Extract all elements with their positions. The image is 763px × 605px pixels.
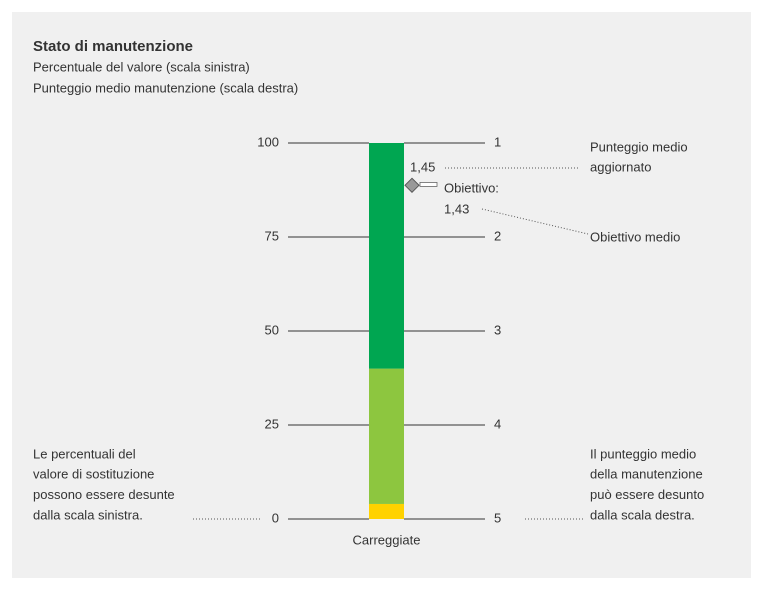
chart-title: Stato di manutenzione	[33, 38, 193, 55]
right-note: della manutenzione	[590, 467, 703, 482]
left-note: Le percentuali del	[33, 446, 136, 461]
x-tick-label: Carreggiate	[353, 532, 421, 547]
target-prefix: Obiettivo:	[444, 180, 499, 195]
y2-tick-label: 5	[494, 510, 501, 525]
bar-segment	[369, 503, 404, 519]
target-marker	[419, 182, 438, 187]
y2-tick-label: 3	[494, 322, 501, 337]
leader	[481, 208, 589, 235]
right-note: dalla scala destra.	[590, 507, 695, 522]
subtitle: Punteggio medio manutenzione (scala dest…	[33, 80, 298, 95]
y-tick-label: 75	[265, 228, 279, 243]
target-label: 1,43	[444, 201, 469, 216]
bar-segment	[369, 368, 404, 504]
bar-segment	[369, 143, 404, 369]
right-note: Il punteggio medio	[590, 446, 696, 461]
y-tick-label: 25	[265, 416, 279, 431]
y2-tick-label: 2	[494, 228, 501, 243]
score-label: 1,45	[410, 159, 435, 174]
subtitle: Percentuale del valore (scala sinistra)	[33, 59, 250, 74]
y2-tick-label: 4	[494, 416, 501, 431]
score-marker	[404, 177, 420, 194]
left-note: valore di sostituzione	[33, 467, 154, 482]
score-note: aggiornato	[590, 159, 651, 174]
score-note: Punteggio medio	[590, 139, 688, 154]
left-note: possono essere desunte	[33, 487, 175, 502]
y-tick-label: 0	[272, 510, 279, 525]
y-tick-label: 100	[257, 134, 279, 149]
y-tick-label: 50	[265, 322, 279, 337]
left-note: dalla scala sinistra.	[33, 507, 143, 522]
y2-tick-label: 1	[494, 134, 501, 149]
right-note: può essere desunto	[590, 487, 704, 502]
target-note: Obiettivo medio	[590, 229, 680, 244]
